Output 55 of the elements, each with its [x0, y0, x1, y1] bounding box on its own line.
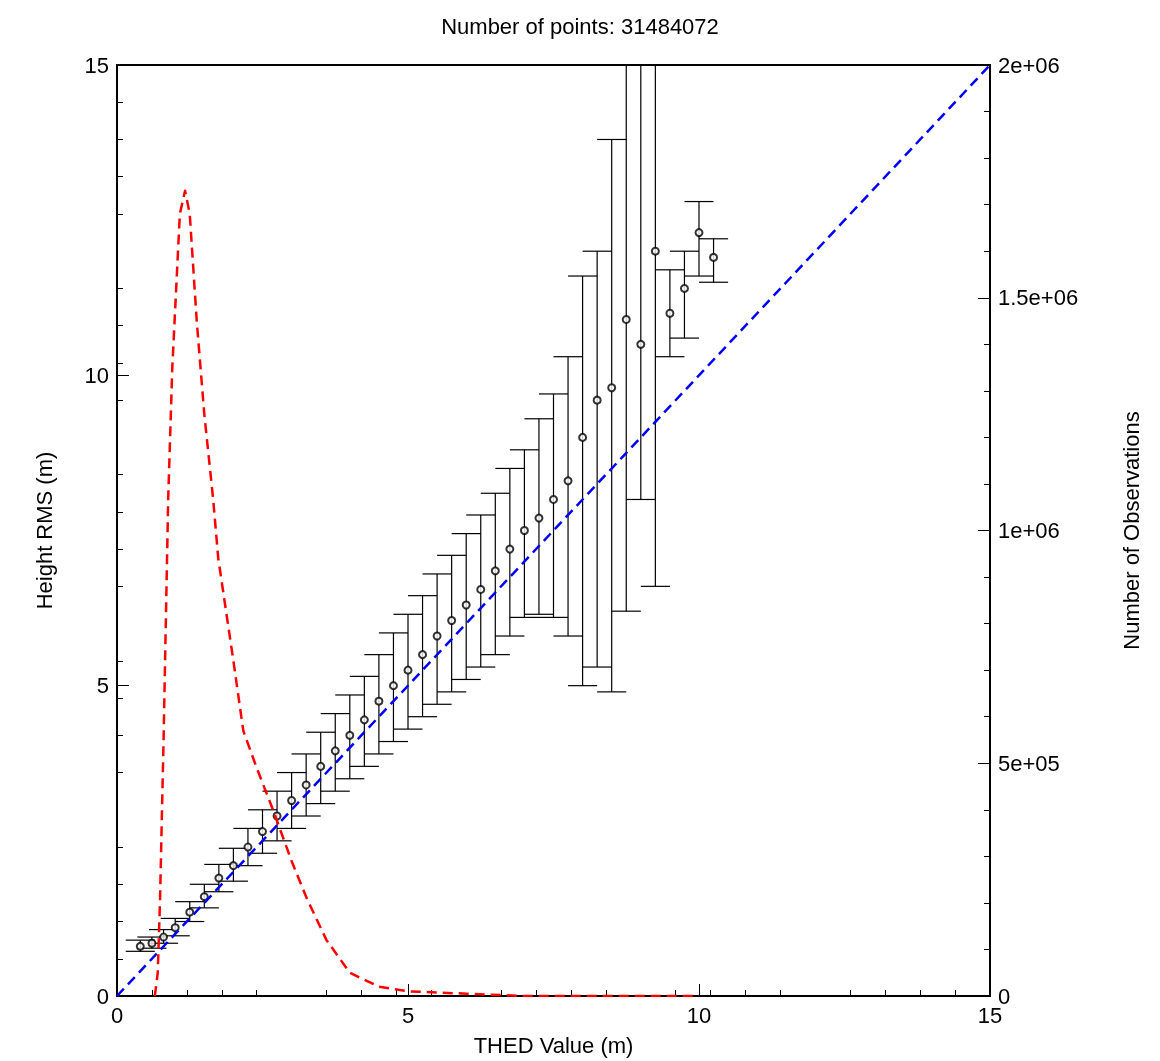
x-tick-label: 10: [686, 1002, 712, 1028]
point: [592, 395, 602, 405]
point: [636, 339, 646, 349]
point: [694, 228, 704, 238]
y2-tick-label: 1e+06: [998, 518, 1060, 543]
point: [243, 842, 253, 852]
point: [519, 526, 529, 535]
point: [505, 544, 515, 554]
point: [316, 761, 326, 771]
point: [650, 246, 660, 256]
y2-tick-label: 2e+06: [998, 52, 1060, 78]
point: [170, 923, 180, 933]
point: [403, 665, 413, 675]
y-tick-label: 0: [96, 983, 109, 1009]
point: [301, 780, 311, 790]
x-axis-title: THED Value (m): [473, 1032, 634, 1058]
point: [563, 476, 573, 486]
y-tick-label: 10: [84, 362, 109, 388]
chart-title: Number of points: 31484072: [441, 13, 719, 39]
point: [330, 746, 340, 756]
point: [578, 432, 588, 442]
point: [432, 631, 442, 641]
y-axis-title: Height RMS (m): [31, 451, 57, 610]
point: [147, 938, 157, 948]
point: [679, 283, 689, 293]
point: [621, 314, 631, 324]
point: [461, 600, 471, 610]
point: [258, 827, 267, 837]
point: [607, 383, 617, 393]
point: [374, 696, 384, 706]
point: [135, 941, 145, 951]
point: [359, 715, 369, 725]
point: [709, 252, 719, 262]
point: [199, 892, 209, 902]
point: [534, 513, 544, 523]
point: [665, 308, 675, 318]
point: [159, 932, 169, 942]
point: [388, 681, 398, 691]
y2-tick-label: 1.5e+06: [998, 285, 1079, 311]
y2-axis-title: Number of Observations: [1118, 411, 1144, 650]
point: [287, 795, 297, 805]
point: [185, 907, 195, 917]
y2-tick-label: 5e+05: [998, 750, 1060, 776]
y-tick-label: 15: [84, 52, 109, 78]
point: [345, 730, 355, 740]
point: [476, 584, 486, 594]
point: [447, 616, 457, 625]
x-tick-label: 5: [401, 1002, 415, 1028]
point: [214, 873, 224, 883]
y2-tick-label: 0: [998, 983, 1011, 1009]
point: [228, 861, 238, 871]
point: [549, 494, 558, 504]
y-tick-label: 5: [96, 673, 109, 699]
point: [490, 566, 500, 576]
point: [418, 650, 428, 660]
